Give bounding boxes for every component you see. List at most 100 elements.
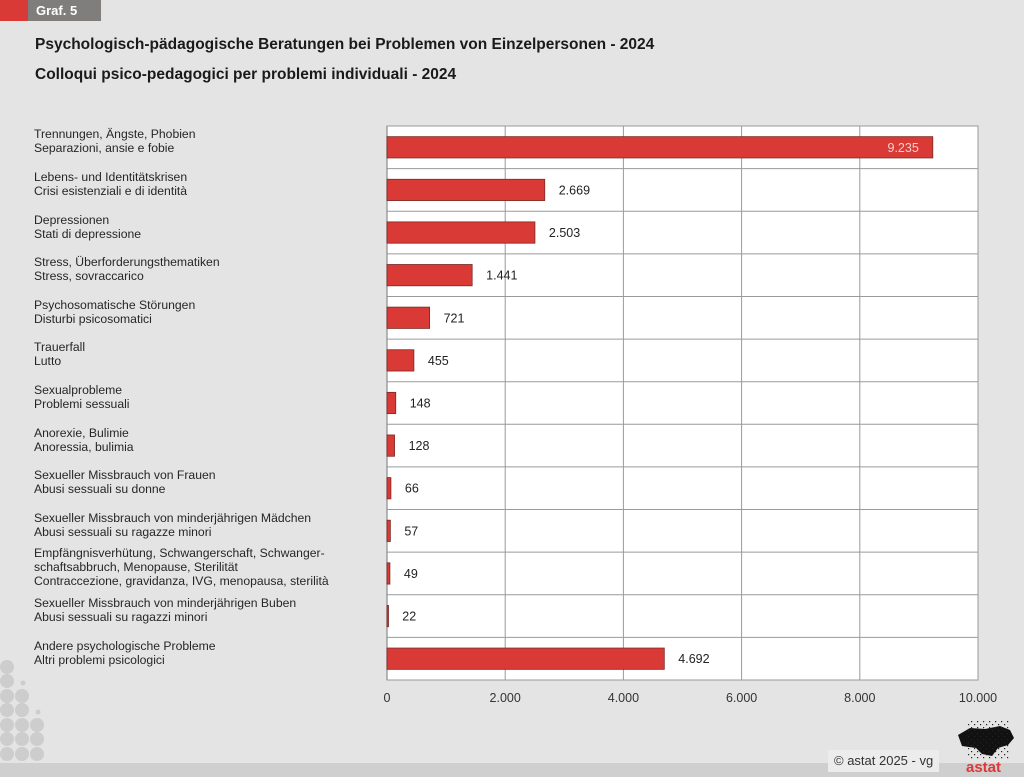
- category-label-line: Empfängnisverhütung, Schwangerschaft, Sc…: [34, 546, 325, 561]
- logo-dot: [995, 721, 997, 723]
- logo-dot: [986, 754, 988, 756]
- logo-dot: [1007, 733, 1009, 735]
- bar: [386, 519, 391, 542]
- logo-dot: [989, 733, 991, 735]
- bar: [386, 178, 546, 201]
- logo-dot: [980, 730, 982, 732]
- bar-value-label: 57: [404, 524, 418, 538]
- logo-dot: [1007, 727, 1009, 729]
- grid-lines: [386, 126, 978, 680]
- logo-dot: [998, 754, 1000, 756]
- category-label-line: Trennungen, Ängste, Phobien: [34, 127, 196, 142]
- decorative-dot: [0, 674, 14, 688]
- category-label: Sexueller Missbrauch von minderjährigen …: [34, 596, 296, 624]
- logo-dot: [995, 739, 997, 741]
- logo-dot: [968, 748, 970, 750]
- logo-dot: [989, 745, 991, 747]
- category-label-line: Stress, sovraccarico: [34, 269, 144, 284]
- category-label: Stress, Überforderungsthematiken Stress, …: [34, 255, 220, 283]
- category-label-line: Lebens- und Identitätskrisen: [34, 169, 188, 184]
- logo-dot: [1004, 730, 1006, 732]
- bar-value-label: 9.235: [888, 141, 919, 155]
- south-tyrol-map-icon: [958, 721, 1014, 759]
- bar-value-label: 4.692: [678, 652, 709, 666]
- logo-dot: [1004, 724, 1006, 726]
- logo-dot: [989, 757, 991, 759]
- plot-area: [386, 125, 979, 681]
- category-label-line: Depressionen: [34, 212, 110, 227]
- logo-dot: [971, 721, 973, 723]
- logo-dot: [983, 745, 985, 747]
- bar: [386, 647, 665, 670]
- category-label: Trennungen, Ängste, Phobien Separazioni, …: [34, 127, 196, 155]
- logo-dot: [983, 733, 985, 735]
- logo-dot: [1007, 721, 1009, 723]
- logo-dot: [968, 742, 970, 744]
- category-label-line: Anorexie, Bulimie: [34, 425, 129, 440]
- bar: [386, 605, 389, 628]
- bar-value-label: 22: [402, 610, 416, 624]
- bar-value-label: 455: [428, 354, 449, 368]
- category-label-line: Sexueller Missbrauch von Frauen: [34, 468, 216, 483]
- logo-dot: [983, 727, 985, 729]
- category-label-line: Psychosomatische Störungen: [34, 297, 196, 312]
- decorative-dot: [0, 689, 14, 703]
- logo-dot: [977, 745, 979, 747]
- logo-dot: [983, 751, 985, 753]
- category-label: Anorexie, Bulimie Anoressia, bulimia: [34, 426, 134, 454]
- logo-dot: [977, 757, 979, 759]
- logo-dot: [998, 724, 1000, 726]
- category-label: Sexualprobleme Problemi sessuali: [34, 383, 130, 411]
- logo-dot: [974, 748, 976, 750]
- category-label-line: Disturbi psicosomatici: [34, 311, 152, 326]
- x-tick-label: 0: [384, 691, 391, 705]
- bar-value-label: 66: [405, 482, 419, 496]
- decorative-dot: [30, 718, 44, 732]
- copyright: © astat 2025 - vg: [828, 750, 940, 772]
- logo-dot: [1007, 739, 1009, 741]
- logo-dot: [1001, 733, 1003, 735]
- logo-dot: [998, 748, 1000, 750]
- decorative-dot: [0, 747, 14, 761]
- logo-dot: [1001, 745, 1003, 747]
- logo-dot: [992, 724, 994, 726]
- logo-dot: [983, 757, 985, 759]
- bar-value-label: 148: [410, 397, 431, 411]
- bar: [386, 264, 473, 287]
- x-tick-label: 8.000: [844, 691, 875, 705]
- logo-dot: [1001, 727, 1003, 729]
- category-label-line: Sexueller Missbrauch von minderjährigen …: [34, 510, 312, 525]
- logo-dot: [1004, 742, 1006, 744]
- category-label-line: schaftsabbruch, Menopause, Sterilität: [34, 560, 238, 575]
- logo-dot: [989, 727, 991, 729]
- category-label: Sexueller Missbrauch von minderjährigen …: [34, 511, 311, 539]
- category-label: Sexueller Missbrauch von Frauen Abusi ses…: [34, 468, 216, 496]
- bar: [386, 434, 395, 457]
- footer-band: [0, 763, 1024, 777]
- logo-dot: [995, 727, 997, 729]
- bar: [386, 306, 431, 329]
- logo-dot: [977, 721, 979, 723]
- logo-dot: [992, 730, 994, 732]
- logo-dot: [1004, 736, 1006, 738]
- logo-dot: [1001, 751, 1003, 753]
- logo-dot: [995, 745, 997, 747]
- logo-dot: [989, 751, 991, 753]
- decorative-dot: [0, 732, 14, 746]
- logo-dot: [998, 736, 1000, 738]
- x-tick-label: 6.000: [726, 691, 757, 705]
- x-tick-label: 10.000: [959, 691, 997, 705]
- category-label-line: Crisi esistenziali e di identità: [34, 183, 188, 198]
- logo-dot: [980, 724, 982, 726]
- graph-tag-accent: [0, 0, 28, 21]
- decorative-dot: [0, 703, 14, 717]
- value-labels: 9.235 2.669 2.503 1.441 721 455 148 128 66 57 49 22…: [402, 141, 919, 666]
- logo-dot: [977, 739, 979, 741]
- category-label-line: Sexueller Missbrauch von minderjährigen …: [34, 596, 297, 611]
- logo-dot: [1001, 721, 1003, 723]
- logo-dot: [1001, 757, 1003, 759]
- bar-value-label: 1.441: [486, 269, 517, 283]
- logo-dot: [971, 727, 973, 729]
- logo-dot: [1004, 754, 1006, 756]
- bar: [386, 477, 392, 500]
